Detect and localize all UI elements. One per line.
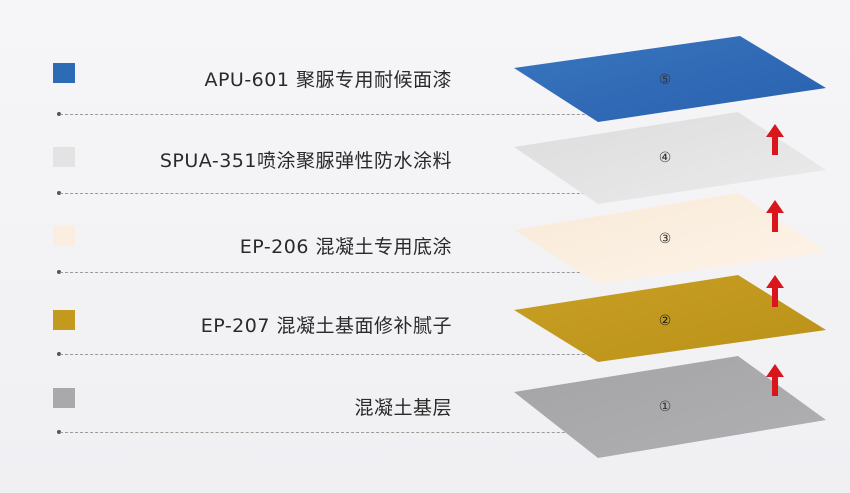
layer-plane-2 <box>514 275 826 362</box>
swatch-layer-1 <box>53 388 75 408</box>
layer-number-1: ① <box>659 399 672 415</box>
label-layer-4: SPUA-351喷涂聚脲弹性防水涂料 <box>159 150 452 172</box>
layer-plane-5 <box>514 36 826 122</box>
swatch-layer-3 <box>53 226 75 246</box>
layer-number-5: ⑤ <box>659 72 672 88</box>
row-dot <box>57 112 61 116</box>
dashed-separator <box>60 114 630 115</box>
dashed-separator <box>60 193 630 194</box>
arrow-up-icon <box>766 364 784 396</box>
dashed-separator <box>60 354 630 355</box>
layer-plane-4 <box>514 112 826 204</box>
label-layer-5: APU-601 聚脲专用耐候面漆 <box>204 69 452 91</box>
arrow-up-icon <box>766 275 784 307</box>
row-dot <box>57 430 61 434</box>
label-layer-1: 混凝土基层 <box>354 397 452 419</box>
label-layer-3: EP-206 混凝土专用底涂 <box>239 236 452 258</box>
swatch-layer-5 <box>53 63 75 83</box>
row-dot <box>57 191 61 195</box>
row-dot <box>57 352 61 356</box>
layer-number-3: ③ <box>659 231 672 247</box>
row-dot <box>57 270 61 274</box>
swatch-layer-4 <box>53 147 75 167</box>
label-layer-2: EP-207 混凝土基面修补腻子 <box>200 315 452 337</box>
swatch-layer-2 <box>53 310 75 330</box>
layer-plane-1 <box>514 356 826 458</box>
dashed-separator <box>60 432 630 433</box>
arrow-up-icon <box>766 124 784 155</box>
layer-number-4: ④ <box>659 150 672 166</box>
dashed-separator <box>60 272 630 273</box>
arrow-up-icon <box>766 200 784 232</box>
layer-number-2: ② <box>659 313 672 329</box>
layer-plane-3 <box>514 193 826 284</box>
